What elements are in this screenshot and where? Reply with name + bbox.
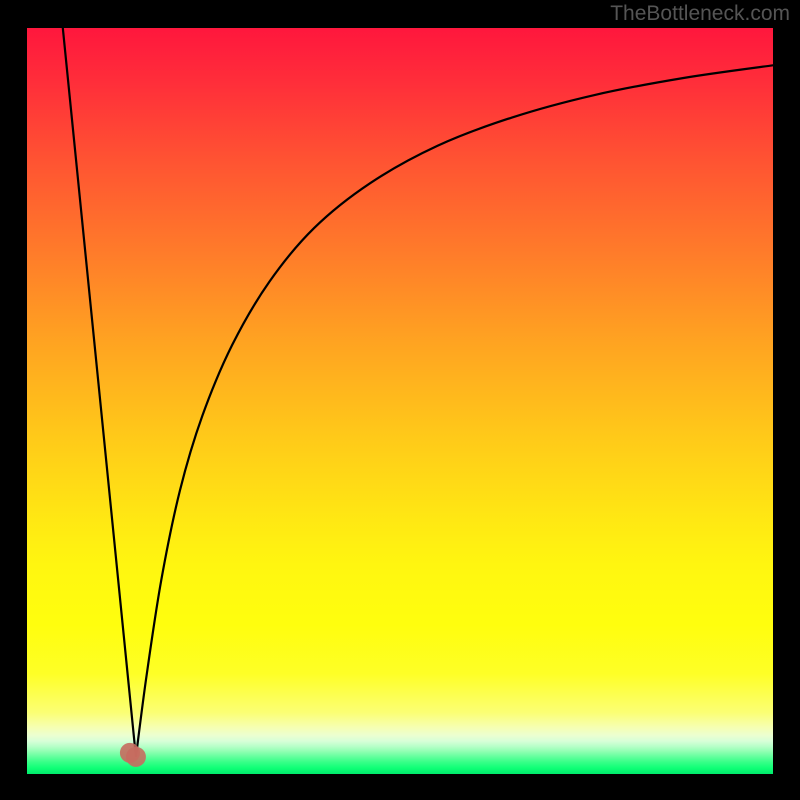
plot-svg [27, 28, 773, 774]
plot-area [27, 28, 773, 774]
plot-background [27, 28, 773, 774]
watermark-text: TheBottleneck.com [610, 2, 790, 26]
